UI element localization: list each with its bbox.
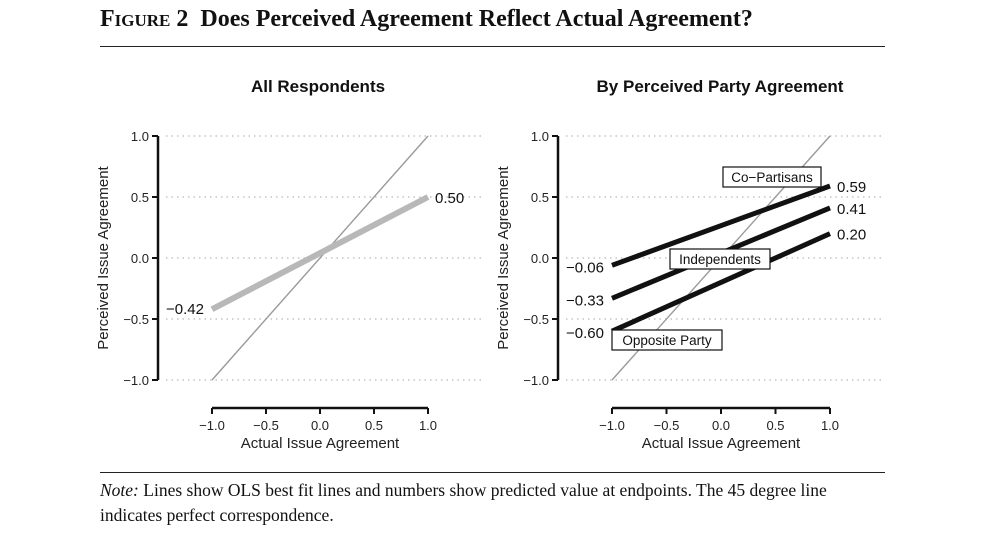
series-name-box: Opposite Party [611,329,723,351]
series-end-value: 0.41 [837,201,866,218]
y-tick-label: 0.0 [531,251,549,266]
figure-heading: Does Perceived Agreement Reflect Actual … [200,6,753,32]
x-tick-label: 0.5 [365,418,383,433]
series-start-value: −0.42 [166,301,204,318]
figure-note: Note: Lines show OLS best fit lines and … [100,478,890,528]
series-line-3 [610,231,832,334]
x-tick-label: 0.0 [311,418,329,433]
bottom-rule [100,472,885,473]
series-end-value: 0.59 [837,179,866,196]
charts-area: All Respondents 1.0 0.5 0.0 −0.5 −1.0 Perceive… [95,77,883,452]
x-tick-label: 1.0 [821,418,839,433]
top-rule [100,46,885,47]
reference-45-degree-line [211,135,429,381]
y-tick-label: −0.5 [123,312,149,327]
x-tick-label: 0.0 [712,418,730,433]
y-tick-label: 0.5 [531,190,549,205]
y-tick-label: −1.0 [523,373,549,388]
x-axis-label: Actual Issue Agreement [241,435,400,452]
chart-title: All Respondents [251,77,385,96]
series-start-value: −0.60 [566,325,604,342]
series-line-1 [210,194,430,312]
y-tick-label: 1.0 [131,129,149,144]
series-name-box: Independents [669,248,771,270]
figure-label: Figure 2 [100,6,189,32]
y-tick-label: −0.5 [523,312,549,327]
x-tick-label: −0.5 [654,418,680,433]
series-end-value: 0.50 [435,190,464,207]
chart-panel-2: By Perceived Party Agreement 1.0 0.5 0.0 −0.… [495,77,883,452]
series-name-box-frame [611,329,723,351]
series-name-label: Co−Partisans [731,170,813,185]
chart-title: By Perceived Party Agreement [597,77,844,96]
x-tick-label: 0.5 [766,418,784,433]
series-name-label: Opposite Party [622,333,712,348]
x-axis-label: Actual Issue Agreement [642,435,801,452]
y-tick-label: −1.0 [123,373,149,388]
y-tick-label: 0.0 [131,251,149,266]
x-tick-label: −0.5 [253,418,279,433]
y-axis-label: Perceived Issue Agreement [495,165,512,349]
x-tick-label: −1.0 [199,418,225,433]
series-start-value: −0.33 [566,292,604,309]
note-lead: Note: [100,480,139,500]
series-line-1 [611,183,831,268]
series-name-box-frame [669,248,771,270]
series-name-box: Co−Partisans [722,166,822,188]
x-tick-label: 1.0 [419,418,437,433]
series-name-box-frame [722,166,822,188]
y-tick-label: 0.5 [131,190,149,205]
chart-panel-1: All Respondents 1.0 0.5 0.0 −0.5 −1.0 Perceive… [95,77,483,452]
figure-title: Figure 2 Does Perceived Agreement Reflec… [100,6,885,33]
x-tick-label: −1.0 [599,418,625,433]
y-axis-label: Perceived Issue Agreement [95,165,112,349]
y-tick-label: 1.0 [531,129,549,144]
note-text: Lines show OLS best fit lines and number… [100,480,827,525]
series-start-value: −0.06 [566,259,604,276]
series-end-value: 0.20 [837,227,866,244]
series-name-label: Independents [679,252,761,267]
